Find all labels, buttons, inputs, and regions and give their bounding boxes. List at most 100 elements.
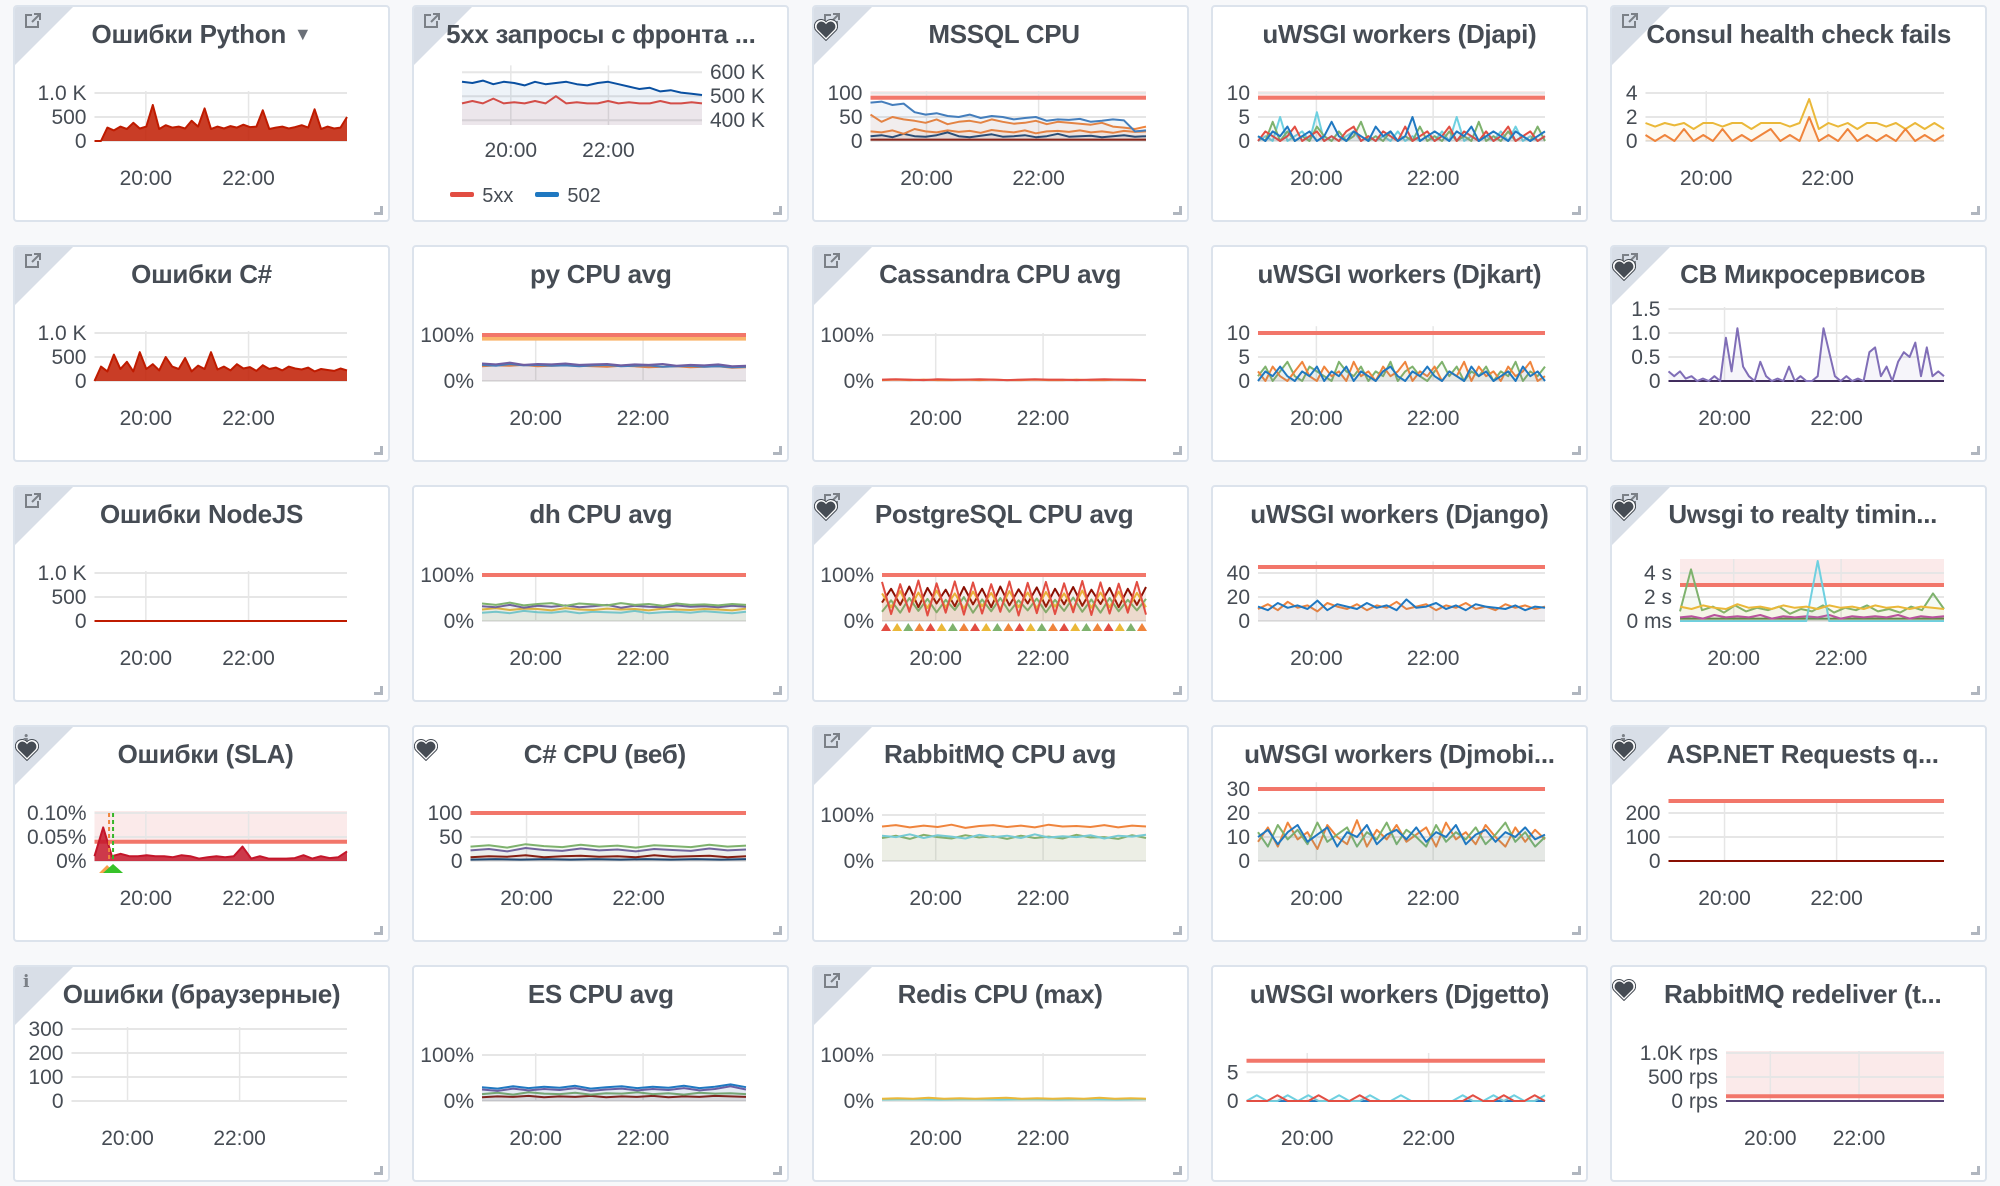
y-tick-label: 20: [1227, 802, 1250, 825]
x-tick-label: 20:00: [510, 647, 563, 670]
y-tick-label: 0%: [843, 610, 873, 633]
info-icon[interactable]: i: [23, 972, 30, 992]
resize-handle-icon[interactable]: [1971, 686, 1981, 695]
panel-title[interactable]: uWSGI workers (Djkart): [1213, 259, 1586, 290]
x-tick-label: 22:00: [1811, 407, 1864, 430]
resize-handle-icon[interactable]: [1172, 1166, 1182, 1175]
resize-handle-icon[interactable]: [374, 926, 383, 935]
resize-handle-icon[interactable]: [1971, 1166, 1981, 1175]
panel-title[interactable]: Ошибки NodeJS: [15, 499, 388, 530]
y-tick-label: 100: [28, 1066, 63, 1089]
panel-title[interactable]: Uwsgi to realty timin...: [1612, 499, 1985, 530]
y-tick-label: 500: [51, 346, 86, 369]
series-area: [1668, 328, 1945, 381]
panel-title[interactable]: Ошибки Python ▼: [15, 19, 388, 50]
resize-handle-icon[interactable]: [773, 206, 783, 215]
panel-title[interactable]: Ошибки (браузерные): [15, 979, 388, 1010]
series-area: [482, 604, 747, 621]
resize-handle-icon[interactable]: [1571, 1166, 1581, 1175]
resize-handle-icon[interactable]: [1172, 446, 1182, 455]
resize-handle-icon[interactable]: [1971, 926, 1981, 935]
y-tick-label: 0.10%: [27, 802, 87, 825]
graph: 00.51.01.5 20:00 22:00: [1631, 298, 1945, 430]
y-tick-label: 1.0 K: [37, 562, 86, 585]
panel-title[interactable]: Redis CPU (max): [814, 979, 1187, 1010]
y-tick-label: 0: [1626, 130, 1638, 153]
resize-handle-icon[interactable]: [374, 686, 383, 695]
series-line: [1668, 327, 1945, 382]
resize-handle-icon[interactable]: [374, 206, 383, 215]
panel-title[interactable]: PostgreSQL CPU avg: [813, 499, 1187, 530]
resize-handle-icon[interactable]: [773, 446, 783, 455]
panel-title[interactable]: uWSGI workers (Djmobi...: [1213, 739, 1586, 770]
y-tick-label: 0: [75, 610, 87, 633]
resize-handle-icon[interactable]: [1571, 206, 1581, 215]
resize-handle-icon[interactable]: [773, 1166, 783, 1175]
series-area: [1257, 601, 1545, 621]
panel-title[interactable]: uWSGI workers (Djapi): [1213, 19, 1586, 50]
panel-title[interactable]: СВ Микросервисов: [1612, 259, 1985, 290]
resize-handle-icon[interactable]: [374, 1166, 383, 1175]
panel-title[interactable]: Ошибки C#: [15, 259, 388, 290]
resize-handle-icon[interactable]: [773, 926, 783, 935]
series-line: [482, 609, 747, 615]
panel-title[interactable]: Cassandra CPU avg: [814, 259, 1187, 290]
y-tick-label: 10: [1227, 82, 1250, 105]
panel-title[interactable]: C# CPU (веб): [414, 739, 787, 770]
y-tick-label: 0%: [843, 1090, 873, 1113]
y-tick-label: 0: [1238, 610, 1250, 633]
x-tick-label: 22:00: [1407, 407, 1460, 430]
graph: 024 20:00 22:00: [1626, 82, 1945, 190]
series-line: [482, 1094, 747, 1099]
series-line: [1246, 1094, 1546, 1102]
panel-title[interactable]: RabbitMQ redeliver (t...: [1612, 979, 1985, 1010]
series-line: [1679, 603, 1945, 610]
legend-item[interactable]: 5xx: [450, 185, 513, 208]
series-area: [470, 844, 747, 861]
resize-handle-icon[interactable]: [1571, 446, 1581, 455]
resize-handle-icon[interactable]: [1571, 926, 1581, 935]
graph: 0% 100% 20:00 22:00: [820, 1044, 1146, 1150]
y-tick-label: 100: [1626, 826, 1661, 849]
resize-handle-icon[interactable]: [374, 446, 383, 455]
y-tick-label: 0%: [444, 1090, 474, 1113]
series-line: [1257, 598, 1546, 612]
resize-handle-icon[interactable]: [1971, 446, 1981, 455]
panel-corner: [15, 247, 73, 305]
legend-item[interactable]: 502: [535, 185, 601, 208]
series-line: [93, 351, 348, 382]
x-tick-label: 22:00: [1016, 407, 1069, 430]
series-line: [1680, 560, 1945, 622]
series-line: [881, 823, 1146, 829]
series-line: [870, 100, 1146, 133]
annotation-marker: [1136, 623, 1147, 631]
panel-title[interactable]: Ошибки (SLA): [15, 739, 388, 770]
y-tick-label: 100%: [820, 804, 874, 827]
x-tick-label: 22:00: [582, 139, 635, 162]
chevron-down-icon[interactable]: ▼: [293, 24, 312, 44]
resize-handle-icon[interactable]: [1172, 926, 1182, 935]
resize-handle-icon[interactable]: [1571, 686, 1581, 695]
panel-title[interactable]: Consul health check fails: [1612, 19, 1985, 50]
resize-handle-icon[interactable]: [773, 686, 783, 695]
panel-title[interactable]: 5xx запросы с фронта ...: [414, 19, 787, 50]
x-tick-label: 22:00: [617, 1127, 670, 1150]
series-line: [1257, 821, 1546, 848]
panel-title[interactable]: ASP.NET Requests q...: [1612, 739, 1985, 770]
dashboard-panel: Ошибки C# 0 500 1.0 K 20:00 22:00: [13, 245, 390, 462]
panel-title[interactable]: MSSQL CPU: [813, 19, 1187, 50]
y-tick-label: 300: [28, 1018, 63, 1041]
panel-title[interactable]: RabbitMQ CPU avg: [814, 739, 1187, 770]
panel-title[interactable]: py CPU avg: [414, 259, 787, 290]
panel-title[interactable]: uWSGI workers (Django): [1213, 499, 1586, 530]
annotation-marker: [1047, 623, 1058, 631]
graph: 0% 100% 20:00 22:00: [820, 564, 1147, 670]
panel-title[interactable]: ES CPU avg: [414, 979, 787, 1010]
resize-handle-icon[interactable]: [1971, 206, 1981, 215]
resize-handle-icon[interactable]: [1172, 686, 1182, 695]
panel-title[interactable]: dh CPU avg: [414, 499, 787, 530]
x-tick-label: 22:00: [222, 647, 275, 670]
panel-title[interactable]: uWSGI workers (Djgetto): [1213, 979, 1586, 1010]
resize-handle-icon[interactable]: [1172, 206, 1182, 215]
